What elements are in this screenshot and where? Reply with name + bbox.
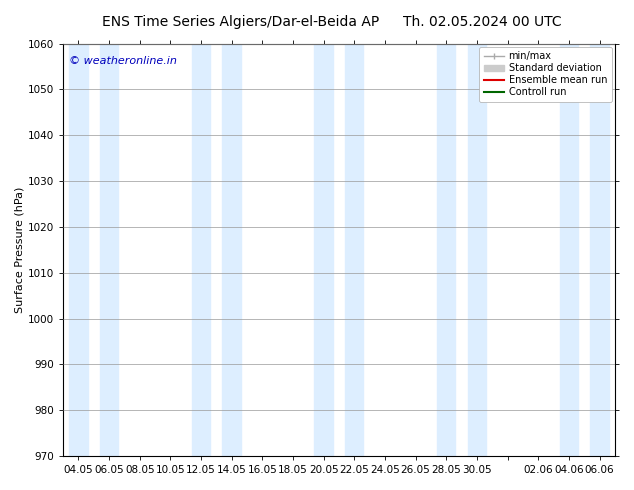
Bar [590,44,609,456]
Bar [560,44,578,456]
Text: Th. 02.05.2024 00 UTC: Th. 02.05.2024 00 UTC [403,15,561,29]
Text: ENS Time Series Algiers/Dar-el-Beida AP: ENS Time Series Algiers/Dar-el-Beida AP [102,15,380,29]
Bar [345,44,363,456]
Y-axis label: Surface Pressure (hPa): Surface Pressure (hPa) [15,187,25,313]
Bar [223,44,241,456]
Bar [100,44,118,456]
Bar [192,44,210,456]
Text: © weatheronline.in: © weatheronline.in [68,56,176,66]
Bar [314,44,333,456]
Bar [437,44,455,456]
Bar [468,44,486,456]
Legend: min/max, Standard deviation, Ensemble mean run, Controll run: min/max, Standard deviation, Ensemble me… [479,47,612,102]
Bar [69,44,87,456]
